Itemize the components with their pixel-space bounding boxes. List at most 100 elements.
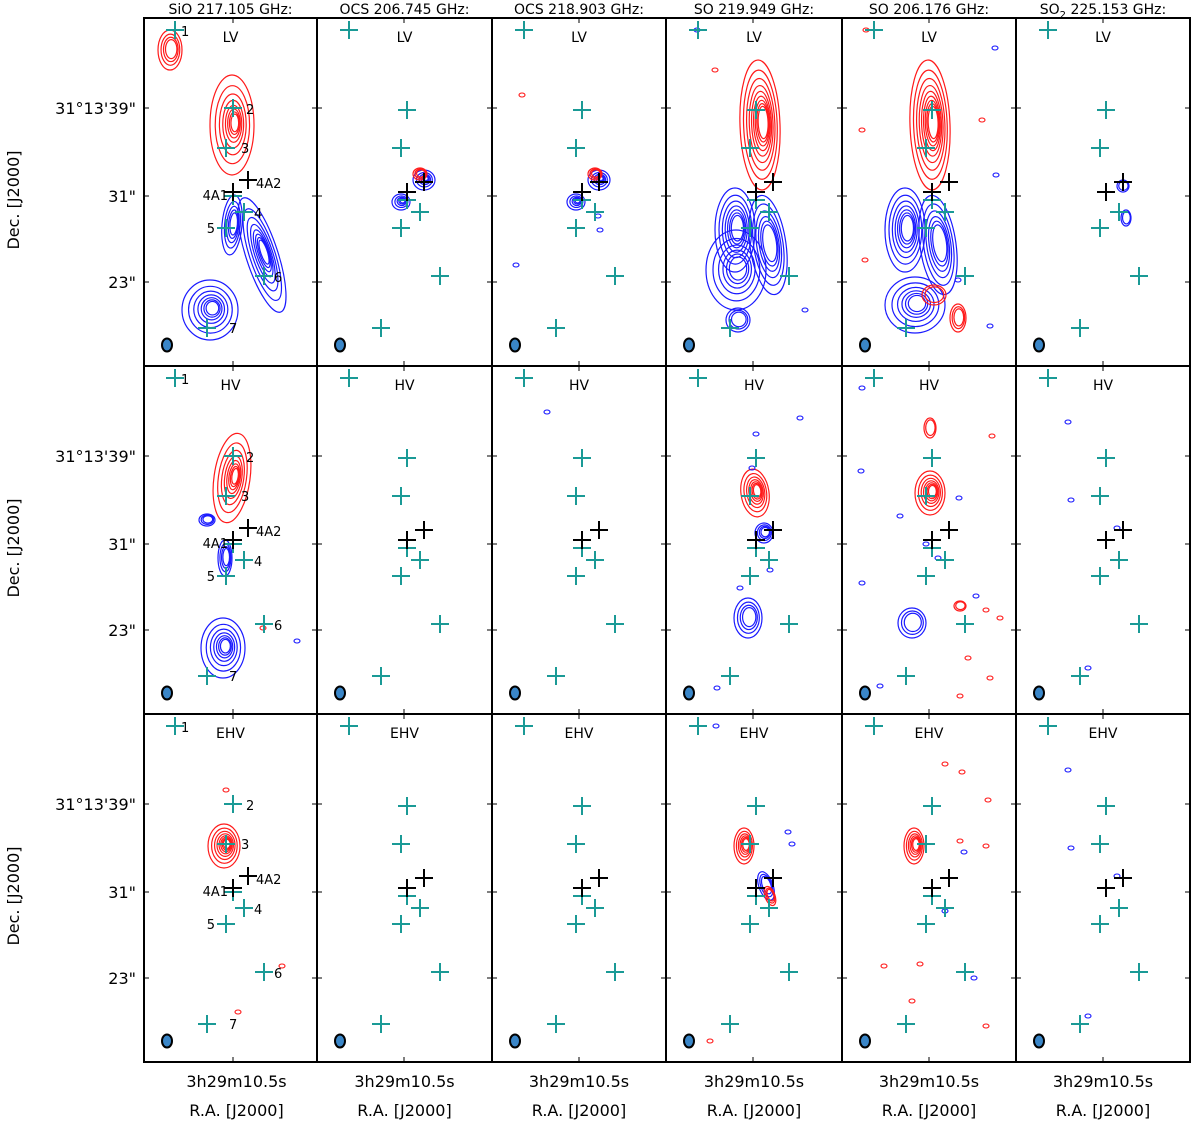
knot-marker: [917, 835, 935, 853]
x-axis-label: R.A. [J2000]: [189, 1101, 283, 1120]
noise-contour: [1084, 665, 1092, 671]
knot-marker: [515, 369, 533, 387]
noise-contour: [956, 693, 964, 699]
x-tick-label: 3h29m10.5s: [529, 1072, 629, 1091]
knot-marker: [567, 835, 585, 853]
knot-marker: [567, 219, 585, 237]
emission-contours: [693, 27, 809, 333]
y-tick-label: 31°13'39": [55, 99, 136, 118]
knot-marker: [936, 899, 954, 917]
knot-marker: [956, 963, 974, 981]
knot-marker: [431, 963, 449, 981]
markers: [689, 21, 798, 337]
source-marker: [747, 531, 765, 549]
noise-contour: [713, 685, 721, 691]
noise-contour: [992, 172, 1000, 178]
knot-marker: [340, 21, 358, 39]
panel-ehv-col6: EHV: [1015, 713, 1191, 1063]
noise-contour: [293, 638, 301, 644]
source-marker: [415, 869, 433, 887]
knot-marker: [1091, 915, 1109, 933]
noise-contour: [858, 580, 866, 586]
knot-label-2: 2: [246, 799, 254, 814]
knot-marker: [1110, 899, 1128, 917]
knot-marker: [917, 567, 935, 585]
markers: [515, 717, 624, 1033]
panel-lv-col4: LV: [665, 17, 843, 367]
column-title-4: SO 219.949 GHz:: [694, 2, 814, 18]
y-tick-label: 31": [108, 535, 136, 554]
noise-contour: [964, 655, 972, 661]
markers: [865, 369, 974, 685]
noise-contour: [543, 409, 551, 415]
knot-marker: [372, 1015, 390, 1033]
markers: [340, 21, 449, 337]
markers: [689, 369, 798, 685]
beam-ellipse: [509, 685, 521, 701]
noise-contour: [955, 495, 963, 501]
noise-contour: [1064, 767, 1072, 773]
knot-label-1: 1: [181, 373, 189, 388]
knot-marker: [606, 267, 624, 285]
beam-ellipse: [509, 337, 521, 353]
knot-marker: [917, 487, 935, 505]
noise-contour: [978, 117, 986, 123]
knot-label-4A2: 4A2: [256, 525, 281, 540]
noise-contour: [796, 415, 804, 421]
noise-contour: [858, 385, 866, 391]
noise-contour: [784, 829, 792, 835]
red-knot: [953, 600, 967, 612]
knot-marker: [780, 615, 798, 633]
velocity-label-lv: LV: [1095, 30, 1111, 46]
knot-marker: [747, 449, 765, 467]
noise-contour: [596, 227, 604, 233]
markers: [340, 717, 449, 1033]
noise-contour: [858, 127, 866, 133]
source-marker: [923, 531, 941, 549]
knot-label-7: 7: [229, 670, 237, 685]
red-knot: [923, 417, 937, 439]
noise-contour: [736, 585, 744, 591]
knot-marker: [917, 139, 935, 157]
panel-ehv-col4: EHV: [665, 713, 843, 1063]
knot-marker: [1071, 667, 1089, 685]
y-tick-label: 31°13'39": [55, 447, 136, 466]
knot-marker: [865, 21, 883, 39]
knot-label-4: 4: [254, 207, 262, 222]
knot-marker: [689, 369, 707, 387]
x-tick-label: 3h29m10.5s: [354, 1072, 454, 1091]
knot-marker-4: [235, 203, 253, 221]
column-title-6: SO2 225.153 GHz:: [1040, 2, 1167, 21]
knot-marker: [567, 487, 585, 505]
knot-marker-1: [166, 717, 184, 735]
blue-lobe-east: [918, 194, 958, 296]
noise-contour: [908, 998, 916, 1004]
noise-contour: [982, 843, 990, 849]
knot-label-3: 3: [241, 490, 249, 505]
knot-label-7: 7: [229, 1018, 237, 1033]
panel-lv-col6: LV: [1015, 17, 1191, 367]
markers: [515, 369, 624, 685]
knot-marker: [340, 369, 358, 387]
markers: [1039, 369, 1148, 685]
knot-marker: [398, 101, 416, 119]
velocity-label-ehv: EHV: [390, 726, 419, 742]
knot-marker: [411, 899, 429, 917]
knot-marker: [398, 449, 416, 467]
noise-contour: [222, 787, 230, 793]
knot-marker: [1071, 1015, 1089, 1033]
blue-lobe-knot7: [200, 617, 246, 679]
markers: 1 2 3 4A2 4A1 4 5 6 7: [166, 369, 282, 685]
noise-contour: [278, 963, 286, 969]
knot-marker: [721, 319, 739, 337]
knot-marker: [586, 203, 604, 221]
source-marker: [1097, 879, 1115, 897]
red-lobe: [212, 432, 252, 524]
source-marker: [747, 183, 765, 201]
knot-marker-2: [224, 795, 242, 813]
knot-marker: [741, 567, 759, 585]
source-marker: [398, 531, 416, 549]
knot-marker: [1039, 21, 1057, 39]
noise-contour: [1084, 1013, 1092, 1019]
source-marker: [398, 879, 416, 897]
